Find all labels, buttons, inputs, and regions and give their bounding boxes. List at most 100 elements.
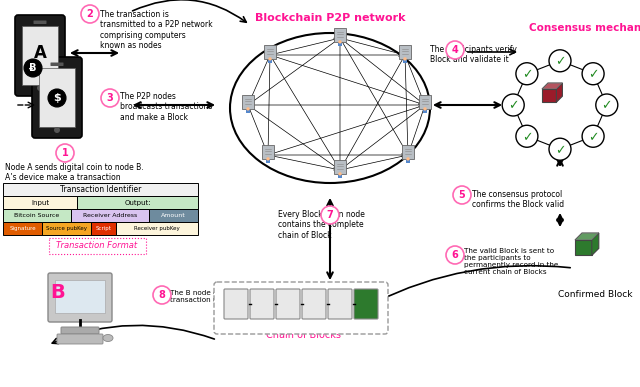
Text: ✓: ✓ <box>555 144 565 157</box>
FancyBboxPatch shape <box>91 222 116 235</box>
Text: 6: 6 <box>452 250 458 260</box>
Text: ✓: ✓ <box>588 131 598 144</box>
FancyBboxPatch shape <box>403 146 413 159</box>
Circle shape <box>266 157 269 161</box>
Circle shape <box>403 57 406 61</box>
Text: 2: 2 <box>86 9 93 19</box>
Text: 4: 4 <box>452 45 458 55</box>
Circle shape <box>516 63 538 85</box>
Text: $: $ <box>53 93 61 103</box>
FancyBboxPatch shape <box>116 222 198 235</box>
Text: Every Blockchain node
contains the complete
chain of Block: Every Blockchain node contains the compl… <box>278 210 365 240</box>
FancyBboxPatch shape <box>266 159 269 163</box>
FancyBboxPatch shape <box>224 289 248 319</box>
Text: ✓: ✓ <box>522 131 532 144</box>
Circle shape <box>582 63 604 85</box>
Circle shape <box>446 246 464 264</box>
Text: ✓: ✓ <box>508 99 518 113</box>
FancyBboxPatch shape <box>354 289 378 319</box>
Text: Ƀ: Ƀ <box>29 63 36 73</box>
Text: The valid Block is sent to
the participants to
permanently record in the
current: The valid Block is sent to the participa… <box>464 248 558 275</box>
FancyBboxPatch shape <box>328 289 352 319</box>
FancyBboxPatch shape <box>250 289 274 319</box>
Polygon shape <box>575 233 599 240</box>
Circle shape <box>502 94 524 116</box>
Text: Source pubKey: Source pubKey <box>46 226 87 231</box>
Text: Amount: Amount <box>161 213 186 218</box>
Text: Chain of Blocks: Chain of Blocks <box>266 330 340 340</box>
Text: ✓: ✓ <box>522 68 532 81</box>
Ellipse shape <box>230 33 430 183</box>
Text: Node A sends digital coin to node B.
A’s device make a transaction: Node A sends digital coin to node B. A’s… <box>5 163 143 182</box>
FancyBboxPatch shape <box>3 209 71 222</box>
FancyBboxPatch shape <box>334 28 346 43</box>
Text: The participants verify
Block and validate it: The participants verify Block and valida… <box>430 45 517 64</box>
FancyBboxPatch shape <box>3 222 42 235</box>
FancyBboxPatch shape <box>399 45 411 59</box>
Polygon shape <box>575 240 592 255</box>
Polygon shape <box>556 83 563 102</box>
Text: A: A <box>33 44 47 62</box>
Text: Receiver Address: Receiver Address <box>83 213 138 218</box>
Text: 8: 8 <box>159 290 165 300</box>
Circle shape <box>37 85 43 91</box>
Circle shape <box>549 50 571 72</box>
FancyBboxPatch shape <box>419 96 431 110</box>
Circle shape <box>423 107 427 111</box>
FancyBboxPatch shape <box>15 15 65 96</box>
Circle shape <box>81 5 99 23</box>
Text: ✓: ✓ <box>602 99 612 113</box>
FancyBboxPatch shape <box>61 327 99 334</box>
FancyBboxPatch shape <box>42 222 91 235</box>
Text: Signature: Signature <box>9 226 36 231</box>
FancyBboxPatch shape <box>71 209 149 222</box>
Text: Output:: Output: <box>124 200 151 205</box>
Text: Blockchain P2P network: Blockchain P2P network <box>255 13 405 23</box>
FancyBboxPatch shape <box>3 183 198 196</box>
FancyBboxPatch shape <box>3 196 77 209</box>
FancyBboxPatch shape <box>39 68 75 127</box>
Circle shape <box>321 206 339 224</box>
Circle shape <box>596 94 618 116</box>
Text: ✓: ✓ <box>588 68 598 81</box>
FancyBboxPatch shape <box>214 282 388 334</box>
Circle shape <box>339 172 342 176</box>
Circle shape <box>453 186 471 204</box>
Text: Confirmed Block: Confirmed Block <box>557 290 632 299</box>
FancyBboxPatch shape <box>48 273 112 322</box>
FancyBboxPatch shape <box>424 110 427 113</box>
Text: Receiver pubKey: Receiver pubKey <box>134 226 180 231</box>
FancyBboxPatch shape <box>149 209 198 222</box>
Circle shape <box>24 59 42 77</box>
FancyBboxPatch shape <box>32 57 82 138</box>
Text: 3: 3 <box>107 93 113 103</box>
Text: Transaction Identifier: Transaction Identifier <box>60 185 141 194</box>
Text: Script: Script <box>95 226 111 231</box>
FancyBboxPatch shape <box>77 196 198 209</box>
Text: B: B <box>51 284 65 303</box>
FancyBboxPatch shape <box>276 289 300 319</box>
Polygon shape <box>542 83 563 89</box>
Text: Consensus mechanism: Consensus mechanism <box>529 23 640 33</box>
Circle shape <box>48 89 66 107</box>
FancyBboxPatch shape <box>339 175 342 178</box>
Ellipse shape <box>103 334 113 341</box>
Polygon shape <box>542 89 556 102</box>
FancyBboxPatch shape <box>334 160 346 175</box>
FancyBboxPatch shape <box>339 43 342 46</box>
Text: Transaction Format: Transaction Format <box>56 241 138 250</box>
Circle shape <box>339 40 342 44</box>
Circle shape <box>582 125 604 147</box>
Text: ✓: ✓ <box>555 55 565 68</box>
Circle shape <box>268 57 272 61</box>
Circle shape <box>446 41 464 59</box>
Text: Bitcoin Source: Bitcoin Source <box>15 213 60 218</box>
FancyBboxPatch shape <box>403 60 406 63</box>
Circle shape <box>153 286 171 304</box>
Text: The B node can access the
transaction using its private key: The B node can access the transaction us… <box>170 290 286 303</box>
Circle shape <box>406 157 410 161</box>
FancyBboxPatch shape <box>49 238 146 254</box>
FancyBboxPatch shape <box>22 26 58 85</box>
FancyBboxPatch shape <box>302 289 326 319</box>
Text: The transaction is
transmitted to a P2P network
comprising computers
known as no: The transaction is transmitted to a P2P … <box>100 10 212 50</box>
